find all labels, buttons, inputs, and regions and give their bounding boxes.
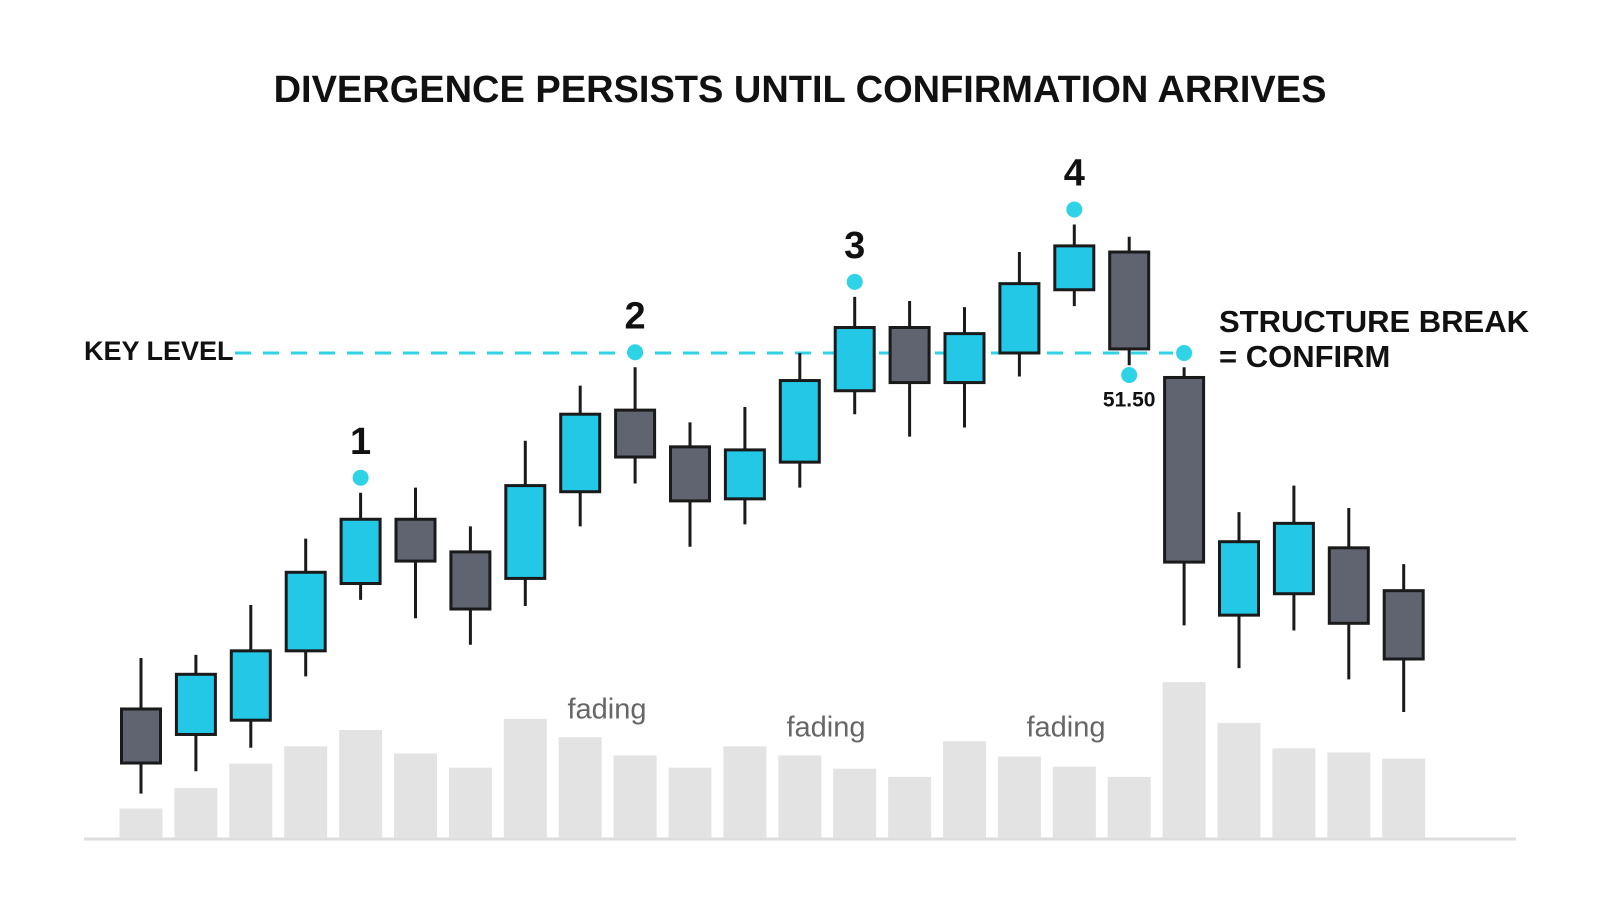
candle-body: [1218, 540, 1260, 617]
candle-body: [943, 332, 986, 385]
volume-bar: [1272, 748, 1316, 838]
candle-body: [1382, 589, 1425, 661]
candle-body: [559, 412, 602, 494]
pivot-dot: [627, 344, 644, 361]
volume-bar: [229, 763, 273, 838]
level-label: 51.50: [1103, 389, 1156, 412]
candle-body: [284, 570, 327, 653]
pivot-label: 3: [844, 225, 865, 267]
volume-bar: [833, 768, 877, 838]
volume-bar: [1162, 682, 1206, 838]
annotation: fading: [786, 712, 865, 744]
annotation: fading: [567, 694, 646, 726]
candle-body: [778, 379, 821, 464]
volume-bar: [284, 746, 328, 838]
candle-body: [669, 445, 711, 503]
pivot-label: 4: [1064, 153, 1085, 195]
volume-bar: [558, 737, 602, 838]
candle-body: [504, 484, 547, 580]
pivot-dot: [846, 273, 863, 290]
volume-bar: [339, 730, 383, 838]
volume-bar: [943, 741, 986, 838]
break-dot: [1176, 345, 1193, 361]
candle-body: [1272, 521, 1315, 596]
volume-bar: [778, 755, 822, 838]
candle-body: [1108, 250, 1151, 351]
volume-bar: [394, 753, 437, 838]
break-text: STRUCTURE BREAK: [1219, 304, 1530, 339]
break-text: = CONFIRM: [1219, 339, 1390, 374]
volume-bar: [119, 808, 163, 838]
candle-body: [120, 707, 162, 765]
candle-body: [229, 649, 272, 722]
annotation: fading: [1026, 712, 1105, 744]
volume-bar: [668, 767, 712, 838]
pivot-label: 1: [350, 421, 371, 463]
volume-bar: [888, 776, 932, 838]
volume-bar: [174, 788, 218, 838]
candle-body: [1327, 546, 1370, 625]
pivot-dot: [352, 469, 369, 486]
volume-bar: [1107, 776, 1151, 838]
candle-body: [394, 517, 437, 563]
volume-bar: [723, 746, 767, 838]
candle-body: [998, 282, 1041, 355]
volume-bar: [448, 767, 492, 838]
volume-bar: [1382, 758, 1426, 838]
pivot-label: 2: [625, 295, 646, 337]
chart-title: DIVERGENCE PERSISTS UNTIL CONFIRMATION A…: [274, 69, 1327, 111]
candle-body: [614, 408, 657, 459]
candle-body: [339, 517, 382, 586]
volume-bar: [1052, 766, 1096, 838]
key-level-name: KEY LEVEL: [84, 336, 234, 366]
candle-body: [1163, 375, 1206, 564]
candle-body: [174, 672, 217, 736]
candle-body: [888, 326, 931, 385]
volume-bar: [613, 755, 657, 838]
volume-bar: [997, 756, 1041, 838]
volume-bar: [1217, 722, 1261, 838]
volume-bar: [503, 718, 547, 838]
candle-body: [833, 326, 876, 393]
candle-body: [723, 448, 766, 501]
candle-body: [449, 550, 492, 611]
candle-body: [1053, 244, 1096, 292]
pivot-dot: [1066, 201, 1083, 218]
level-dot: [1121, 367, 1138, 383]
volume-bar: [1327, 752, 1371, 838]
